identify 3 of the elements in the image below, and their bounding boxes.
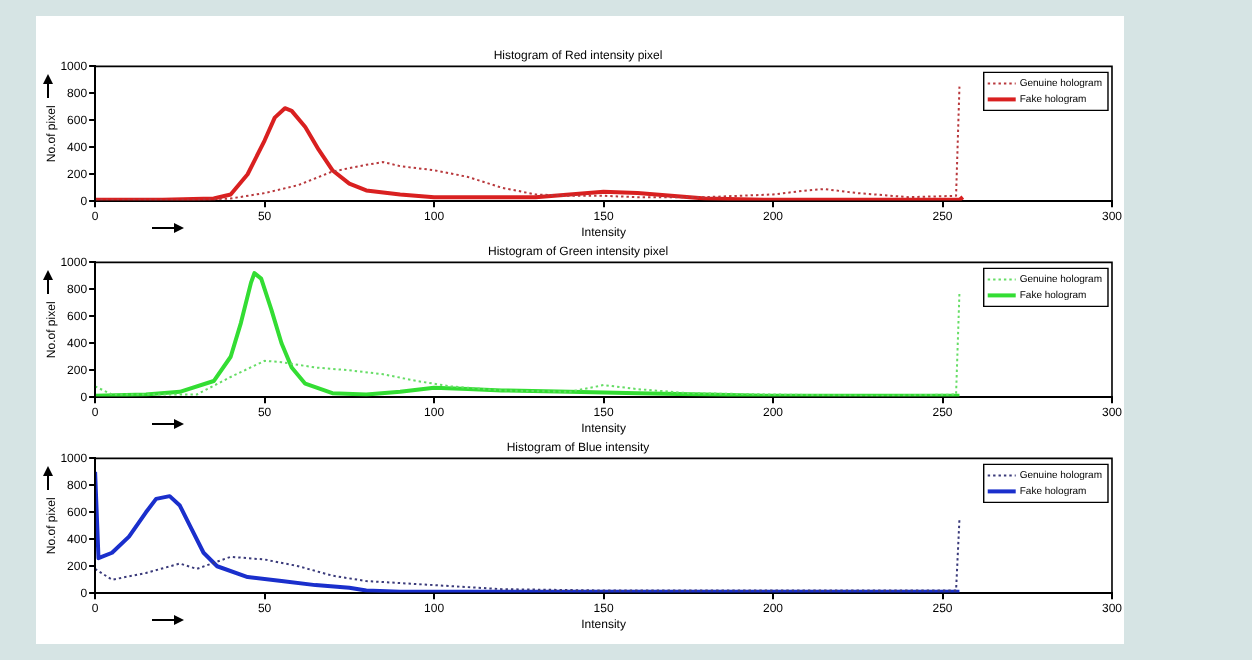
line-series — [95, 518, 961, 592]
line-series — [95, 85, 961, 201]
line-series — [95, 291, 961, 397]
